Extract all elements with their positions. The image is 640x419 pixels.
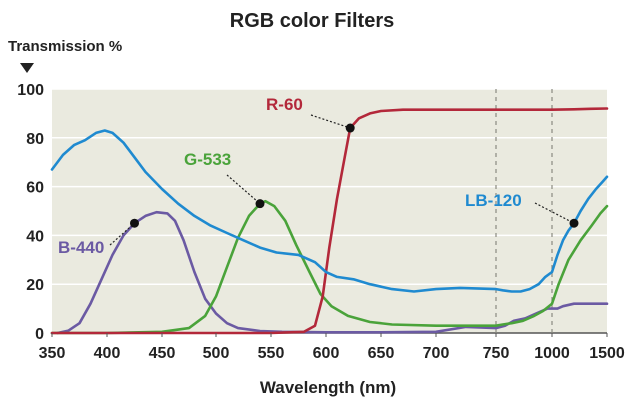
annotation-label-b-440: B-440 [58,238,104,257]
y-tick-label: 0 [35,326,44,343]
plot-area [52,89,607,333]
x-tick-label: 400 [94,345,121,362]
data-markers: B-440 G-533 R-60 LB-120 [58,95,579,257]
y-tick-label: 100 [17,82,44,99]
plot-background [52,89,607,333]
series-line-g-533 [50,199,609,335]
x-tick-label: 500 [203,345,230,362]
y-axis-label: Transmission % [8,38,122,55]
chart-title: RGB color Filters [230,10,394,32]
x-tick-labels: 350 400 450 500 550 600 650 700 750 1000 1500 [39,333,625,362]
x-axis-label: Wavelength (nm) [260,378,396,397]
y-tick-label: 60 [26,180,44,197]
annotation-label-g-533: G-533 [184,150,231,169]
series-layer [50,107,609,335]
annotation-leader-b-440 [109,222,135,246]
series-line-lb-120 [50,129,609,293]
annotation-leader-lb-120 [534,202,575,224]
annotation-leader-g-533 [226,174,261,205]
y-tick-label: 40 [26,228,44,245]
x-tick-label: 350 [39,345,66,362]
y-tick-label: 80 [26,131,44,148]
x-tick-label: 1500 [589,345,625,362]
x-tick-label: 750 [483,345,510,362]
y-tick-label: 20 [26,277,44,294]
series-line-b-440 [56,210,609,335]
x-tick-label: 700 [423,345,450,362]
annotation-label-r-60: R-60 [266,95,303,114]
y-axis-arrow-icon [20,63,34,73]
y-tick-labels: 0 20 40 60 80 100 [17,82,44,343]
marker-r-60 [345,123,355,133]
marker-g-533 [255,199,265,209]
annotation-leader-r-60 [310,114,351,129]
x-tick-label: 650 [368,345,395,362]
marker-lb-120 [569,218,579,228]
gridlines [52,88,607,334]
marker-b-440 [130,218,139,228]
series-line-r-60 [50,107,609,335]
x-tick-label: 1000 [534,345,570,362]
x-tick-label: 600 [313,345,340,362]
x-tick-label: 450 [149,345,176,362]
annotation-label-lb-120: LB-120 [465,191,522,210]
x-tick-label: 550 [258,345,285,362]
